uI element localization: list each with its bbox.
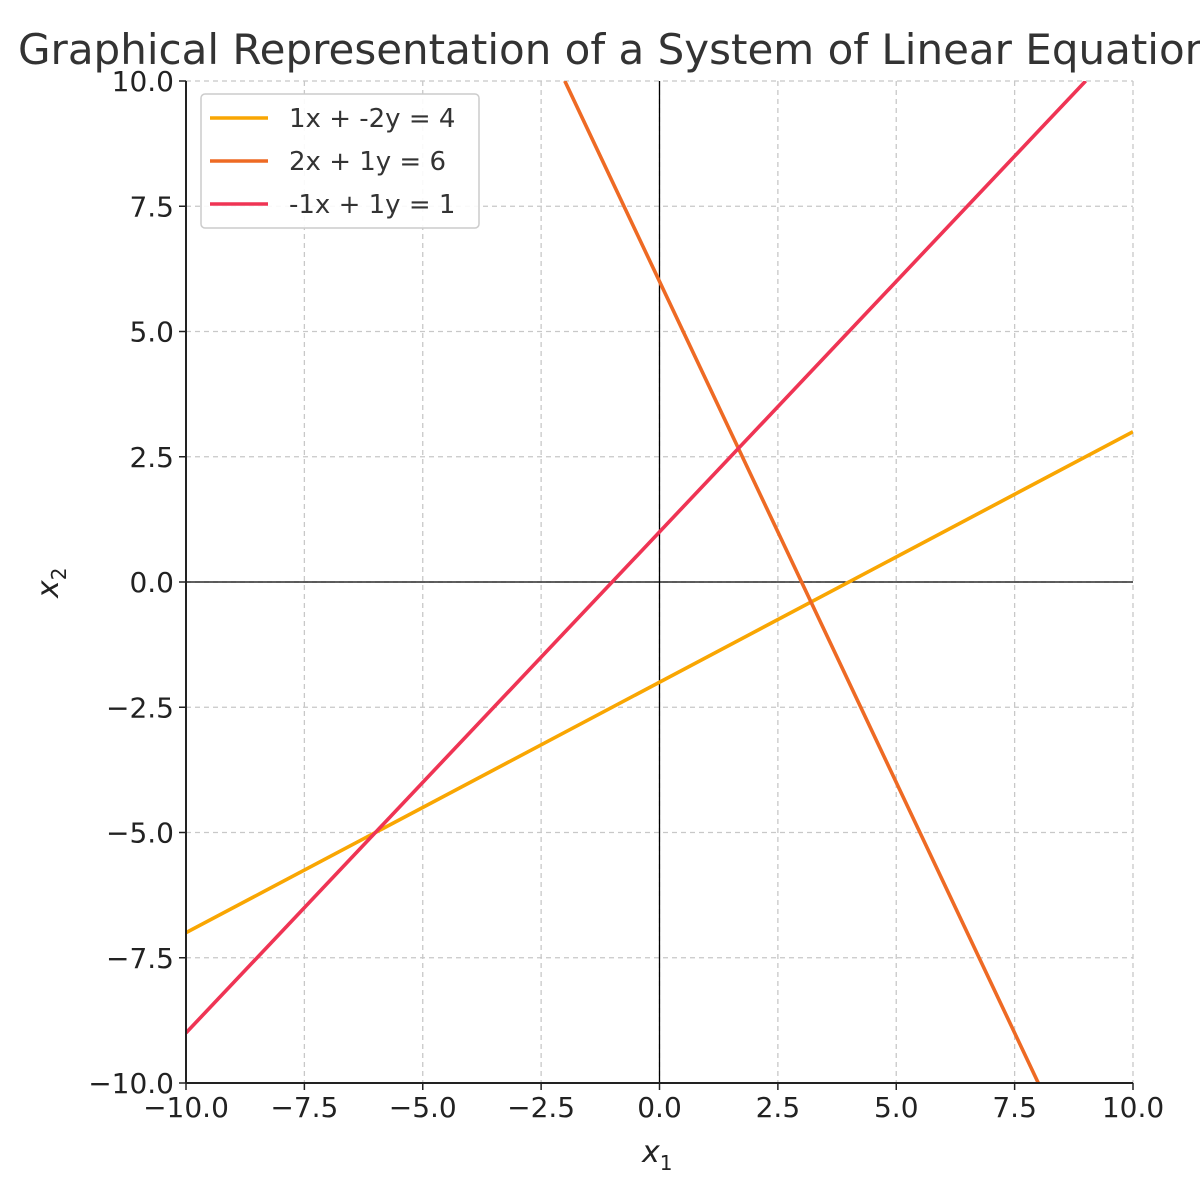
x-tick-label-4: 0.0 [637, 1091, 682, 1124]
legend-label-3: -1x + 1y = 1 [289, 190, 455, 220]
x-tick-label-6: 5.0 [874, 1091, 919, 1124]
y-tick-label-8: 10.0 [112, 65, 174, 98]
y-tick-label-5: 2.5 [129, 441, 174, 474]
x-axis-label-base: x [641, 1135, 660, 1170]
y-tick-label-0: −10.0 [88, 1067, 174, 1100]
y-tick-label-6: 5.0 [129, 316, 174, 349]
x-tick-label-7: 7.5 [992, 1091, 1037, 1124]
x-tick-label-2: −5.0 [389, 1091, 457, 1124]
y-tick-label-2: −5.0 [106, 817, 174, 850]
legend: 1x + -2y = 4 2x + 1y = 6 -1x + 1y = 1 [200, 93, 480, 229]
x-tick-label-5: 2.5 [756, 1091, 801, 1124]
y-tick-label-4: 0.0 [129, 566, 174, 599]
x-tick-label-3: −2.5 [507, 1091, 575, 1124]
x-axis-label-sub: 1 [660, 1151, 673, 1175]
legend-box [200, 93, 480, 229]
y-axis-label: x2 [31, 568, 71, 600]
series-line-1 [186, 430, 1133, 935]
x-axis-label: x1 [641, 1135, 673, 1175]
y-axis-label-sub: 2 [47, 568, 71, 581]
y-axis-label-base: x [31, 580, 66, 599]
ticks: −10.0 −7.5 −5.0 −2.5 0.0 2.5 5.0 7.5 10.0 −10.0 −7… [88, 65, 1164, 1124]
y-tick-label-3: −2.5 [106, 691, 174, 724]
legend-label-1: 1x + -2y = 4 [289, 104, 455, 134]
x-tick-label-1: −7.5 [270, 1091, 338, 1124]
series-lines [186, 81, 1133, 1083]
series-line-3 [186, 81, 1087, 1035]
series-line-2 [563, 81, 1040, 1083]
legend-label-2: 2x + 1y = 6 [289, 147, 446, 177]
y-tick-label-7: 7.5 [129, 190, 174, 223]
x-tick-label-8: 10.0 [1102, 1091, 1164, 1124]
chart-title: Graphical Representation of a System of … [18, 25, 1200, 74]
x-tick-label-0: −10.0 [143, 1091, 229, 1124]
zero-lines [186, 81, 1133, 1083]
y-tick-label-1: −7.5 [106, 942, 174, 975]
